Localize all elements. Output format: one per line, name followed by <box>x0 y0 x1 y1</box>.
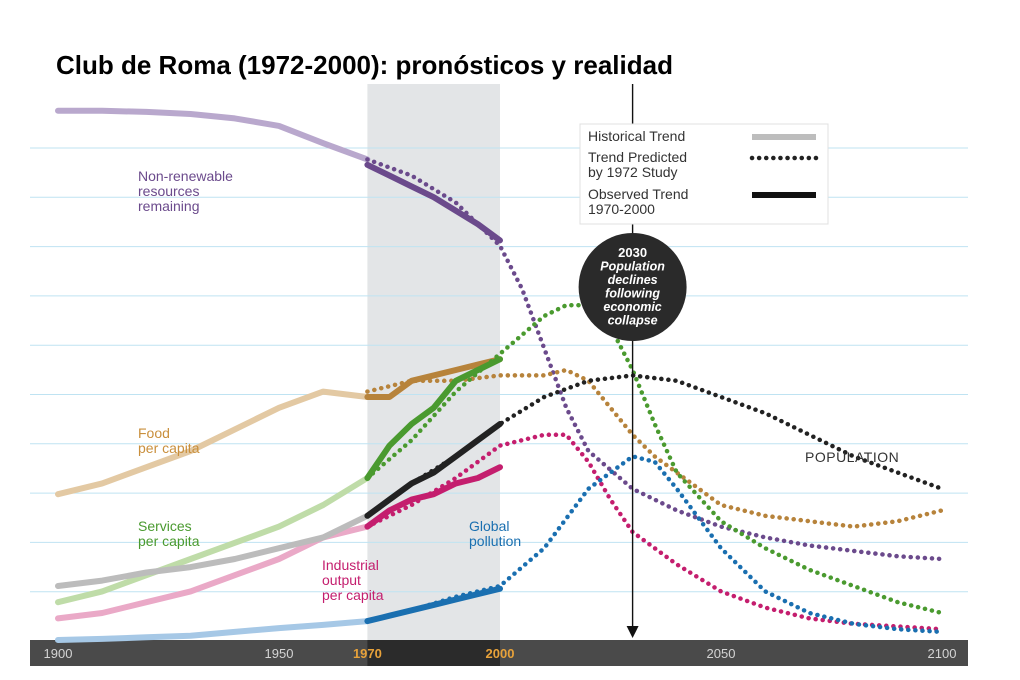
series-label-pollution: pollution <box>469 533 521 549</box>
x-axis: 1900 1950 1970 2000 2050 2100 <box>30 640 968 666</box>
series-pollution-historical-line <box>55 618 371 643</box>
x-tick-label-1970: 1970 <box>353 646 382 661</box>
event-marker-bubble <box>578 233 687 341</box>
series-label-industrial: Industrial <box>322 557 379 573</box>
series-population-historical-line <box>55 512 371 589</box>
series-label-services: Services <box>138 518 192 534</box>
event-marker-text: Population <box>600 260 665 274</box>
legend-box <box>579 123 829 225</box>
series-services-observed-line <box>364 356 503 481</box>
x-tick-label-2050: 2050 <box>707 646 736 661</box>
series-label-services: per capita <box>138 533 200 549</box>
series-label-food: Food <box>138 425 170 441</box>
series-industrial-predicted-line <box>365 432 945 632</box>
x-tick-label-2100: 2100 <box>928 646 957 661</box>
series-label-industrial: per capita <box>322 587 384 603</box>
legend-label-predicted: Trend Predicted <box>588 149 687 165</box>
page-title: Club de Roma (1972-2000): pronósticos y … <box>56 50 673 80</box>
legend-label-observed: Observed Trend <box>588 186 688 202</box>
series-label-resources: Non-renewable <box>138 168 233 184</box>
series-label-resources: remaining <box>138 198 199 214</box>
series-label-industrial: output <box>322 572 361 588</box>
series-population-observed-line <box>364 421 503 519</box>
event-marker-text: collapse <box>608 314 658 328</box>
series-label-pollution: Global <box>469 518 509 534</box>
series-food-predicted-line <box>365 367 945 529</box>
series-resources-observed-line <box>364 161 503 244</box>
series-label-food: per capita <box>138 440 200 456</box>
series-services-historical-line <box>55 475 371 606</box>
event-marker-text: 2030 <box>618 245 647 260</box>
legend-label-observed: 1970-2000 <box>588 201 655 217</box>
x-tick-label-1950: 1950 <box>265 646 294 661</box>
event-marker-text: following <box>605 287 660 301</box>
event-marker-text: declines <box>608 273 658 287</box>
x-tick-label-1900: 1900 <box>44 646 73 661</box>
event-marker-group: 2030Populationdeclinesfollowingeconomicc… <box>578 84 687 638</box>
x-axis-highlight-band <box>367 640 500 666</box>
x-tick-label-2000: 2000 <box>486 646 515 661</box>
series-label-resources: resources <box>138 183 199 199</box>
event-marker-text: economic <box>603 300 661 314</box>
legend-label-predicted: by 1972 Study <box>588 164 678 180</box>
legend-label-historical: Historical Trend <box>588 128 685 144</box>
event-marker-arrowhead <box>626 626 639 638</box>
series-food-historical-line <box>55 388 371 498</box>
series-food-observed-line <box>364 356 503 400</box>
series-pollution-observed-line <box>364 585 503 625</box>
series-group <box>55 107 945 643</box>
series-label-population: POPULATION <box>805 449 899 465</box>
series-resources-historical-line <box>55 107 371 163</box>
series-industrial-observed-line <box>364 464 503 530</box>
